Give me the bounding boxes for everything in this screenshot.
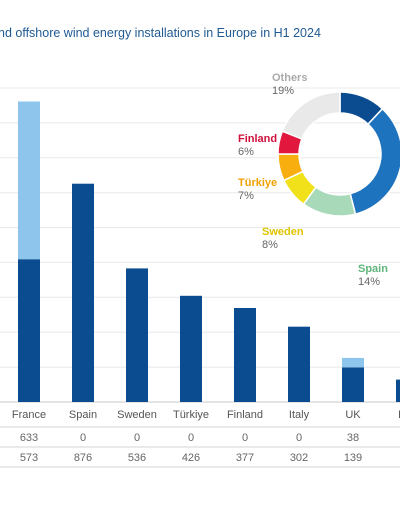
- bar-segment: [180, 295, 202, 402]
- category-label: Türkiye: [173, 409, 209, 421]
- table-cell: 426: [182, 452, 200, 464]
- table-cell: 876: [74, 452, 92, 464]
- donut-percent: 19%: [272, 85, 294, 97]
- bar-segment: [234, 308, 256, 402]
- chart-title: nd offshore wind energy installations in…: [0, 26, 321, 40]
- bar-segment: [288, 326, 310, 402]
- category-labels: France Spain Sweden Türkiye Finland Italy UK Li…: [12, 409, 400, 421]
- donut-label: Türkiye: [238, 177, 277, 189]
- category-label: UK: [345, 409, 361, 421]
- table-cell: 0: [296, 432, 302, 444]
- table-cell: 0: [242, 432, 248, 444]
- category-label: Finland: [227, 409, 263, 421]
- table-cell: 0: [134, 432, 140, 444]
- donut-label: Others: [272, 72, 307, 84]
- donut-percent: 6%: [238, 146, 254, 158]
- bar-segment: [18, 259, 40, 402]
- donut-percent: 8%: [262, 239, 278, 251]
- bar-segment: [342, 357, 364, 368]
- donut-chart: [277, 91, 400, 217]
- category-label: Lith: [398, 409, 400, 421]
- bar-segment: [18, 101, 40, 260]
- bar-segment: [396, 379, 400, 402]
- gridlines: [0, 87, 400, 403]
- donut-label: Finland: [238, 133, 277, 145]
- category-label: Sweden: [117, 409, 157, 421]
- donut-percent: 7%: [238, 190, 254, 202]
- category-label: Spain: [69, 409, 97, 421]
- table-cell: 38: [347, 432, 359, 444]
- donut-percent: 14%: [358, 276, 380, 288]
- table-cell: 536: [128, 452, 146, 464]
- table-cell: 139: [344, 452, 362, 464]
- category-label: France: [12, 409, 46, 421]
- table-cell: 302: [290, 452, 308, 464]
- bar-segment: [342, 367, 364, 402]
- bar-segment: [72, 183, 94, 402]
- table-cell: 0: [80, 432, 86, 444]
- table-cell: 377: [236, 452, 254, 464]
- table-cell: 573: [20, 452, 38, 464]
- bars: [18, 101, 400, 402]
- bar-segment: [126, 268, 148, 402]
- table-cell: 0: [188, 432, 194, 444]
- donut-label: Spain: [358, 263, 388, 275]
- donut-label: Sweden: [262, 226, 304, 238]
- category-label: Italy: [289, 409, 310, 421]
- donut-slice: [281, 91, 341, 140]
- donut-slice: [349, 107, 400, 215]
- table-cell: 633: [20, 432, 38, 444]
- value-table: 633 0 0 0 0 0 38 573 876 536 426 377 302 139: [0, 426, 400, 468]
